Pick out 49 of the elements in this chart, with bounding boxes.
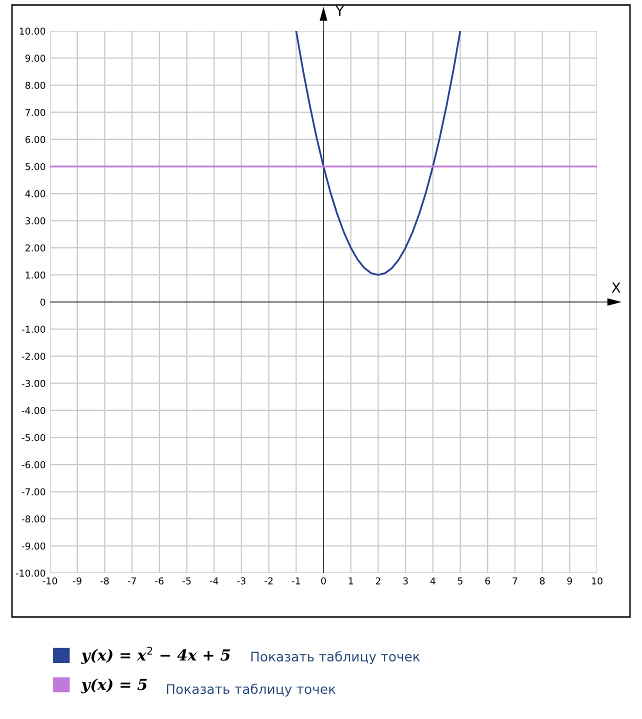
x-tick-label: -5 bbox=[182, 577, 191, 584]
y-tick-label: -3.00 bbox=[22, 380, 46, 388]
y-tick-label: -9.00 bbox=[22, 542, 46, 550]
y-tick-label: -6.00 bbox=[22, 461, 46, 468]
x-tick-label: 5 bbox=[458, 577, 462, 584]
y-axis-title: Y bbox=[336, 6, 344, 16]
y-tick-label: -5.00 bbox=[22, 434, 46, 442]
y-tick-label: -7.00 bbox=[22, 488, 46, 496]
x-tick-label: 6 bbox=[485, 577, 490, 584]
x-tick-label: 2 bbox=[376, 577, 380, 584]
x-tick-label: -2 bbox=[264, 577, 273, 584]
legend-label: y(x) = x$^{2}$ − 4x + 5 bbox=[80, 646, 230, 664]
line-series bbox=[295, 31, 462, 276]
y-tick-label: 2.00 bbox=[25, 244, 46, 252]
legend-label: y(x) = 5 bbox=[80, 678, 147, 694]
x-axis-title: X bbox=[612, 282, 620, 293]
x-tick-label: 8 bbox=[540, 577, 545, 584]
y-tick-label: -8.00 bbox=[22, 515, 46, 523]
y-tick-label: 9.00 bbox=[25, 54, 46, 62]
x-tick-label: -10 bbox=[42, 577, 58, 584]
y-tick-label: 7.00 bbox=[26, 108, 46, 116]
y-tick-label: -1.00 bbox=[22, 326, 46, 333]
y-tick-label: 3.00 bbox=[26, 217, 46, 224]
x-tick-label: -7 bbox=[128, 577, 136, 584]
x-tick-label: 0 bbox=[321, 577, 326, 584]
x-tick-label: -8 bbox=[100, 577, 109, 584]
y-tick-label: 10.00 bbox=[20, 28, 46, 35]
y-tick-label: 6.00 bbox=[25, 136, 46, 144]
y-tick-label: 4.00 bbox=[25, 190, 46, 198]
text: Показать таблицу точек bbox=[166, 684, 336, 697]
x-tick-label: -3 bbox=[237, 577, 246, 584]
x-tick-label: 4 bbox=[430, 577, 436, 584]
y-tick-label: 8.00 bbox=[25, 82, 46, 89]
x-tick-label: -4 bbox=[210, 577, 218, 584]
y-tick-label: -4.00 bbox=[22, 406, 46, 414]
x-tick-label: 7 bbox=[512, 577, 518, 584]
y-tick-label: -10.00 bbox=[16, 570, 46, 577]
y-tick-label: -2.00 bbox=[22, 352, 46, 360]
y-tick-label: 0 bbox=[40, 298, 46, 306]
x-tick-label: -6 bbox=[155, 577, 164, 584]
x-tick-label: -9 bbox=[73, 577, 82, 584]
y-tick-label: 5.00 bbox=[26, 163, 46, 170]
y-tick-label: 1.00 bbox=[26, 271, 46, 279]
x-tick-label: 9 bbox=[567, 577, 572, 584]
x-tick-label: -1 bbox=[292, 577, 300, 584]
text: Показать таблицу точек bbox=[251, 651, 420, 664]
x-tick-label: 1 bbox=[348, 577, 353, 584]
x-tick-label: 3 bbox=[403, 577, 408, 584]
x-tick-label: 10 bbox=[592, 577, 602, 584]
